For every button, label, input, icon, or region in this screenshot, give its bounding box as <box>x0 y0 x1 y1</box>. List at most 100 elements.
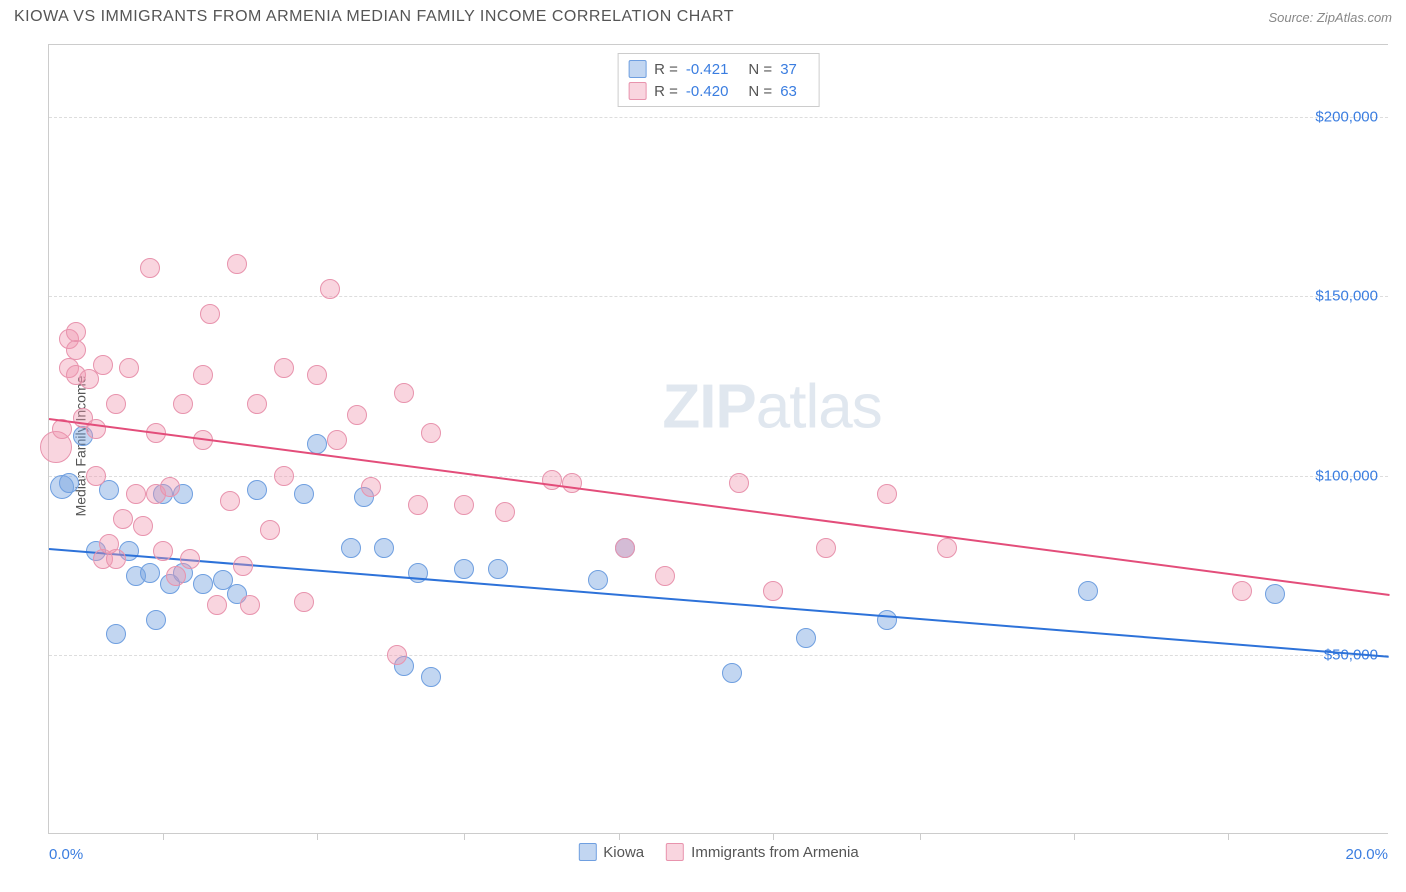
n-label: N = <box>748 61 772 78</box>
data-point <box>320 279 340 299</box>
x-tick <box>1074 833 1075 840</box>
n-label: N = <box>748 83 772 100</box>
data-point <box>294 484 314 504</box>
data-point <box>361 477 381 497</box>
y-tick-label: $200,000 <box>1315 108 1378 125</box>
legend-row: R = -0.421 N = 37 <box>628 58 809 80</box>
x-tick <box>920 833 921 840</box>
data-point <box>86 419 106 439</box>
data-point <box>877 610 897 630</box>
data-point <box>454 495 474 515</box>
data-point <box>113 509 133 529</box>
x-tick <box>1228 833 1229 840</box>
data-point <box>394 383 414 403</box>
gridline <box>49 296 1388 297</box>
data-point <box>220 491 240 511</box>
data-point <box>488 559 508 579</box>
x-tick <box>464 833 465 840</box>
data-point <box>86 466 106 486</box>
data-point <box>615 538 635 558</box>
gridline <box>49 476 1388 477</box>
r-value: -0.421 <box>686 61 729 78</box>
x-tick <box>773 833 774 840</box>
legend-label: Immigrants from Armenia <box>691 844 859 861</box>
data-point <box>722 663 742 683</box>
swatch-icon <box>628 82 646 100</box>
data-point <box>106 624 126 644</box>
n-value: 37 <box>780 61 797 78</box>
x-tick <box>163 833 164 840</box>
data-point <box>193 574 213 594</box>
data-point <box>173 394 193 414</box>
data-point <box>240 595 260 615</box>
data-point <box>1232 581 1252 601</box>
chart-title: KIOWA VS IMMIGRANTS FROM ARMENIA MEDIAN … <box>14 8 734 26</box>
data-point <box>421 667 441 687</box>
data-point <box>307 434 327 454</box>
data-point <box>408 495 428 515</box>
data-point <box>495 502 515 522</box>
swatch-icon <box>578 843 596 861</box>
data-point <box>133 516 153 536</box>
data-point <box>106 549 126 569</box>
data-point <box>106 394 126 414</box>
data-point <box>1078 581 1098 601</box>
data-point <box>588 570 608 590</box>
data-point <box>59 473 79 493</box>
y-tick-label: $150,000 <box>1315 288 1378 305</box>
data-point <box>341 538 361 558</box>
data-point <box>247 394 267 414</box>
data-point <box>126 484 146 504</box>
swatch-icon <box>628 60 646 78</box>
legend-row: R = -0.420 N = 63 <box>628 80 809 102</box>
r-label: R = <box>654 83 678 100</box>
data-point <box>729 473 749 493</box>
data-point <box>454 559 474 579</box>
legend-item: Kiowa <box>578 843 644 861</box>
y-tick-label: $100,000 <box>1315 467 1378 484</box>
x-tick <box>317 833 318 840</box>
data-point <box>877 484 897 504</box>
data-point <box>233 556 253 576</box>
data-point <box>140 258 160 278</box>
data-point <box>763 581 783 601</box>
data-point <box>166 566 186 586</box>
gridline <box>49 655 1388 656</box>
data-point <box>207 595 227 615</box>
x-axis-max-label: 20.0% <box>1345 846 1388 863</box>
data-point <box>260 520 280 540</box>
data-point <box>200 304 220 324</box>
data-point <box>387 645 407 665</box>
data-point <box>247 480 267 500</box>
x-tick <box>619 833 620 840</box>
r-label: R = <box>654 61 678 78</box>
data-point <box>294 592 314 612</box>
legend-label: Kiowa <box>603 844 644 861</box>
data-point <box>274 358 294 378</box>
source-attribution: Source: ZipAtlas.com <box>1268 10 1392 25</box>
data-point <box>1265 584 1285 604</box>
data-point <box>655 566 675 586</box>
swatch-icon <box>666 843 684 861</box>
data-point <box>93 355 113 375</box>
data-point <box>146 610 166 630</box>
data-point <box>307 365 327 385</box>
data-point <box>153 541 173 561</box>
scatter-chart: ZIPatlas R = -0.421 N = 37 R = -0.420 N … <box>48 44 1388 834</box>
series-legend: Kiowa Immigrants from Armenia <box>578 843 858 861</box>
data-point <box>796 628 816 648</box>
x-axis-min-label: 0.0% <box>49 846 83 863</box>
data-point <box>374 538 394 558</box>
data-point <box>180 549 200 569</box>
data-point <box>160 477 180 497</box>
data-point <box>227 254 247 274</box>
data-point <box>119 358 139 378</box>
data-point <box>816 538 836 558</box>
n-value: 63 <box>780 83 797 100</box>
r-value: -0.420 <box>686 83 729 100</box>
data-point <box>66 322 86 342</box>
legend-item: Immigrants from Armenia <box>666 843 859 861</box>
data-point <box>274 466 294 486</box>
correlation-legend: R = -0.421 N = 37 R = -0.420 N = 63 <box>617 53 820 107</box>
data-point <box>562 473 582 493</box>
